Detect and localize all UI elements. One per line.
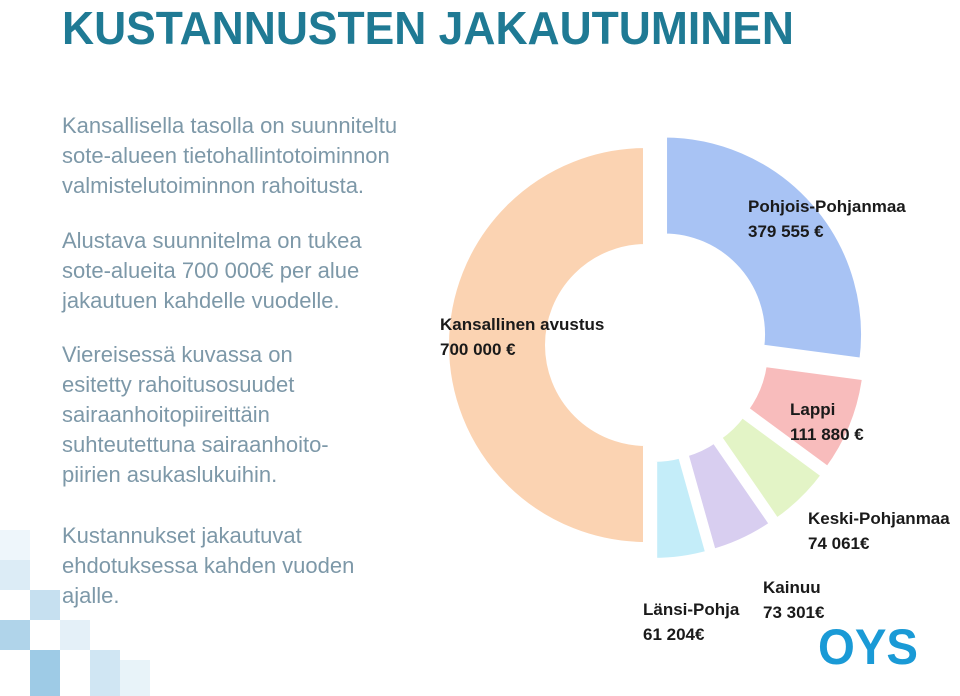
segment-name: Kainuu [763, 578, 821, 597]
donut-segment [681, 435, 777, 556]
slide-title: KUSTANNUSTEN JAKAUTUMINEN [62, 2, 794, 54]
segment-name: Länsi-Pohja [643, 600, 740, 619]
paragraph-line: valmistelutoiminnon rahoitusta. [62, 173, 364, 198]
paragraph-line: ehdotuksessa kahden vuoden [62, 553, 354, 578]
segment-name: Lappi [790, 400, 835, 419]
paragraph-line: esitetty rahoitusosuudet [62, 372, 294, 397]
donut-segment [741, 360, 869, 474]
segment-value: 379 555 € [748, 222, 824, 241]
segment-value: 700 000 € [440, 340, 516, 359]
donut-segment [661, 131, 868, 365]
segment-value: 73 301€ [763, 603, 825, 622]
segment-value: 61 204€ [643, 625, 705, 644]
paragraph-line: Kansallisella tasolla on suunniteltu [62, 113, 397, 138]
logo: OYS [818, 619, 918, 675]
donut-segment [714, 410, 829, 526]
segment-name: Keski-Pohjanmaa [808, 509, 950, 528]
paragraph-line: Viereisessä kuvassa on [62, 342, 293, 367]
paragraph-line: Kustannukset jakautuvat [62, 523, 302, 548]
donut-segment [443, 141, 649, 549]
paragraph-line: suhteutettuna sairaanhoito- [62, 432, 329, 457]
segment-value: 74 061€ [808, 534, 870, 553]
paragraph-line: piirien asukaslukuihin. [62, 462, 277, 487]
paragraph-line: jakautuen kahdelle vuodelle. [61, 288, 340, 313]
segment-name: Pohjois-Pohjanmaa [748, 197, 906, 216]
decor-squares [0, 530, 150, 696]
paragraph-line: Alustava suunnitelma on tukea [62, 228, 362, 253]
paragraph-line: sote-alueita 700 000€ per alue [62, 258, 359, 283]
segment-value: 111 880 € [790, 425, 864, 444]
paragraph-line: ajalle. [62, 583, 119, 608]
paragraph-line: sote-alueen tietohallintotoiminnon [62, 143, 390, 168]
donut-segment [651, 451, 713, 564]
paragraph-line: sairaanhoitopiireittäin [62, 402, 270, 427]
segment-name: Kansallinen avustus [440, 315, 604, 334]
